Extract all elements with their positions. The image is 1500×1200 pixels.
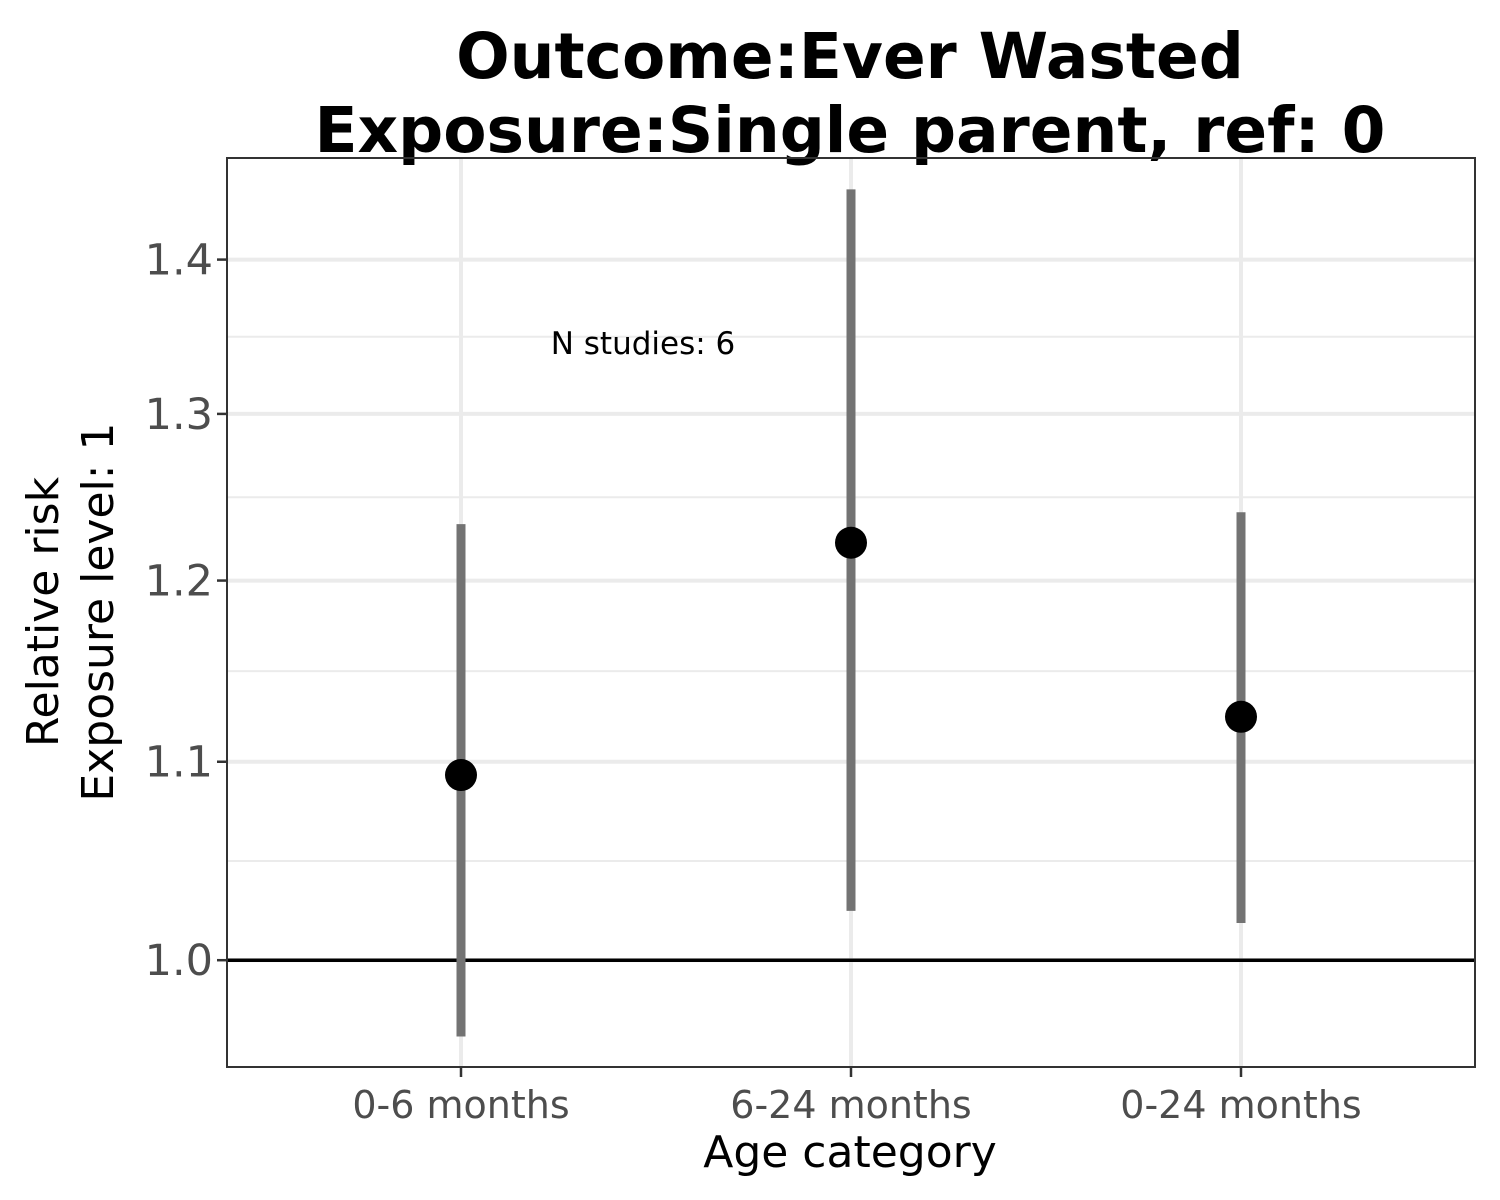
x-tick-label-0: 0-6 months [352,1083,569,1127]
point-estimate-2 [1225,700,1257,733]
y-tick-label-1: 1.1 [145,738,213,788]
x-tick-label-2: 0-24 months [1120,1083,1361,1127]
y-tick-label-0: 1.0 [145,936,213,986]
y-axis-title-line-1: Relative risk [18,476,69,747]
y-tick-label-3: 1.3 [145,390,213,440]
y-axis-title-line-2: Exposure level: 1 [73,422,124,801]
n-studies-annotation: N studies: 6 [551,326,736,362]
chart-title-line-1: Outcome:Ever Wasted [456,20,1244,93]
point-estimate-0 [445,759,477,792]
y-tick-label-4: 1.4 [145,236,213,286]
y-axis: 1.0 1.1 1.2 1.3 1.4 [145,236,227,986]
y-tick-label-2: 1.2 [145,557,213,607]
chart-title-line-2: Exposure:Single parent, ref: 0 [315,94,1386,167]
point-estimate-1 [835,526,867,559]
x-axis-title: Age category [703,1127,997,1178]
x-axis: 0-6 months 6-24 months 0-24 months [352,1067,1362,1127]
confidence-intervals [456,189,1246,1037]
point-estimates [445,526,1257,792]
x-tick-label-1: 6-24 months [730,1083,971,1127]
